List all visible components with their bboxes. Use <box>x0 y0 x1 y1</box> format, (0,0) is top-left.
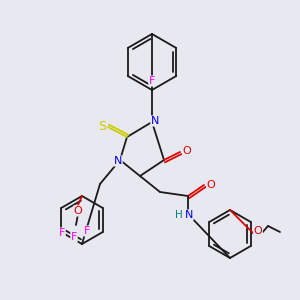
Text: O: O <box>183 146 191 156</box>
Text: N: N <box>185 210 193 220</box>
Text: O: O <box>74 206 82 216</box>
Text: H: H <box>175 210 183 220</box>
Text: S: S <box>98 119 106 133</box>
Text: N: N <box>151 116 159 126</box>
Text: F: F <box>149 76 155 86</box>
Text: N: N <box>114 156 122 166</box>
Text: F: F <box>59 228 65 238</box>
Text: F: F <box>84 226 90 236</box>
Text: O: O <box>207 180 215 190</box>
Text: F: F <box>71 232 77 242</box>
Text: O: O <box>254 226 262 236</box>
